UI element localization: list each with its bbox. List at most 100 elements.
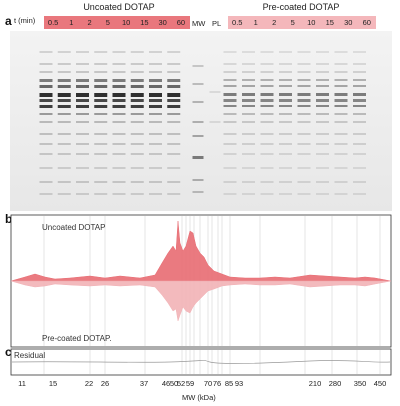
uncoated-lane-3-band-7 xyxy=(94,105,108,108)
precoated-lane-0-band-9 xyxy=(223,121,237,123)
uncoated-lane-3-band-9 xyxy=(94,121,108,123)
precoated-lane-5-band-15 xyxy=(316,193,329,195)
precoated-lane-4-band-9 xyxy=(297,121,311,123)
gel-background xyxy=(10,31,392,211)
uncoated-lane-6-band-5 xyxy=(149,93,162,97)
precoated-time-6: 30 xyxy=(344,18,353,27)
precoated-lane-2-band-9 xyxy=(260,121,274,123)
precoated-lane-4-band-12 xyxy=(297,153,311,155)
precoated-lane-6-band-14 xyxy=(334,181,348,183)
uncoated-profile-area xyxy=(10,220,392,282)
precoated-lane-5-band-12 xyxy=(316,153,329,155)
precoated-lane-0-band-0 xyxy=(223,51,237,53)
mw-lane-band-3 xyxy=(192,121,204,123)
precoated-lane-0-band-1 xyxy=(223,63,237,65)
precoated-lane-1-band-10 xyxy=(242,133,255,135)
uncoated-lane-6-band-8 xyxy=(149,113,162,115)
uncoated-lane-7-band-13 xyxy=(167,167,181,169)
uncoated-lane-2-band-13 xyxy=(76,167,89,169)
mw-tick-76: 76 xyxy=(212,379,222,388)
panel-a-letter: a xyxy=(5,14,12,28)
uncoated-lane-2-band-6 xyxy=(76,99,89,102)
precoated-lane-1-band-14 xyxy=(242,181,255,183)
precoated-lane-2-band-7 xyxy=(260,105,274,107)
precoated-lane-5-band-4 xyxy=(316,85,329,87)
mw-tick-210: 210 xyxy=(308,379,322,388)
precoated-lane-2-band-15 xyxy=(260,193,274,195)
uncoated-lane-5-band-0 xyxy=(130,51,144,53)
uncoated-lane-3-band-11 xyxy=(94,143,108,145)
uncoated-lane-0-band-0 xyxy=(39,51,53,53)
uncoated-lane-4-band-10 xyxy=(112,133,126,135)
precoated-lane-2-band-2 xyxy=(260,71,274,73)
precoated-lane-1-band-6 xyxy=(242,99,255,102)
mw-lane-band-0 xyxy=(192,65,204,67)
uncoated-lane-6-band-1 xyxy=(149,63,162,65)
precoated-lane-5-band-11 xyxy=(316,143,329,145)
precoated-lane-2-band-4 xyxy=(260,85,274,87)
precoated-lane-6-band-6 xyxy=(334,99,348,102)
mw-tick-50: 50 xyxy=(169,379,179,388)
precoated-lane-1-band-5 xyxy=(242,93,255,96)
uncoated-lane-1-band-3 xyxy=(57,79,71,82)
mw-tick-22: 22 xyxy=(84,379,94,388)
precoated-lane-7-band-8 xyxy=(353,113,366,115)
mw-axis-ticks: 11 15 22 26 37 46 50 52 59 70 76 85 93 210 280 350 450 xyxy=(10,379,394,391)
mw-tick-59: 59 xyxy=(185,379,195,388)
uncoated-lane-1-band-7 xyxy=(57,105,71,108)
uncoated-lane-3-band-8 xyxy=(94,113,108,115)
precoated-lane-0-band-8 xyxy=(223,113,237,115)
pl-lane-band-1 xyxy=(209,121,221,123)
uncoated-lane-2-band-1 xyxy=(76,63,89,65)
uncoated-time-5: 15 xyxy=(140,18,149,27)
uncoated-lane-2-band-3 xyxy=(76,79,89,82)
uncoated-lane-5-band-13 xyxy=(130,167,144,169)
uncoated-lane-2-band-8 xyxy=(76,113,89,115)
precoated-lane-4-band-13 xyxy=(297,167,311,169)
precoated-lane-7-band-12 xyxy=(353,153,366,155)
mw-tick-280: 280 xyxy=(328,379,342,388)
mw-tick-46: 46 xyxy=(161,379,171,388)
precoated-lane-0-band-5 xyxy=(223,93,237,96)
uncoated-lane-5-band-4 xyxy=(130,85,144,88)
uncoated-lane-4-band-3 xyxy=(112,79,126,82)
mw-tick-70: 70 xyxy=(203,379,213,388)
uncoated-lane-6-band-3 xyxy=(149,79,162,82)
uncoated-lane-4-band-6 xyxy=(112,99,126,102)
precoated-lane-4-band-5 xyxy=(297,93,311,96)
uncoated-time-0: 0.5 xyxy=(47,18,59,27)
precoated-lane-6-band-10 xyxy=(334,133,348,135)
uncoated-lane-3-band-14 xyxy=(94,181,108,183)
precoated-lane-6-band-13 xyxy=(334,167,348,169)
precoated-lane-4-band-14 xyxy=(297,181,311,183)
uncoated-lane-0-band-7 xyxy=(39,105,53,108)
uncoated-lane-1-band-6 xyxy=(57,99,71,102)
precoated-lane-1-band-11 xyxy=(242,143,255,145)
uncoated-lane-6-band-15 xyxy=(149,193,162,195)
precoated-lane-0-band-11 xyxy=(223,143,237,145)
mw-axis-title: MW (kDa) xyxy=(182,393,216,402)
uncoated-lane-4-band-2 xyxy=(112,71,126,73)
uncoated-lane-3-band-4 xyxy=(94,85,108,88)
uncoated-lane-4-band-4 xyxy=(112,85,126,88)
precoated-time-7: 60 xyxy=(362,18,371,27)
precoated-lane-7-band-0 xyxy=(353,51,366,53)
time-axis-label: t (min) xyxy=(14,16,36,25)
precoated-lane-2-band-6 xyxy=(260,99,274,102)
precoated-lane-1-band-13 xyxy=(242,167,255,169)
uncoated-lane-7-band-9 xyxy=(167,121,181,123)
precoated-lane-3-band-5 xyxy=(279,93,292,96)
uncoated-lane-7-band-10 xyxy=(167,133,181,135)
uncoated-lane-4-band-11 xyxy=(112,143,126,145)
precoated-time-0: 0.5 xyxy=(232,18,243,27)
uncoated-lane-6-band-10 xyxy=(149,133,162,135)
precoated-time-5: 15 xyxy=(325,18,334,27)
uncoated-lane-5-band-8 xyxy=(130,113,144,115)
uncoated-time-1: 1 xyxy=(69,18,74,27)
precoated-lane-2-band-1 xyxy=(260,63,274,65)
uncoated-lane-6-band-4 xyxy=(149,85,162,88)
uncoated-lane-3-band-2 xyxy=(94,71,108,73)
precoated-lane-3-band-2 xyxy=(279,71,292,73)
precoated-lane-0-band-4 xyxy=(223,85,237,87)
uncoated-lane-6-band-2 xyxy=(149,71,162,73)
